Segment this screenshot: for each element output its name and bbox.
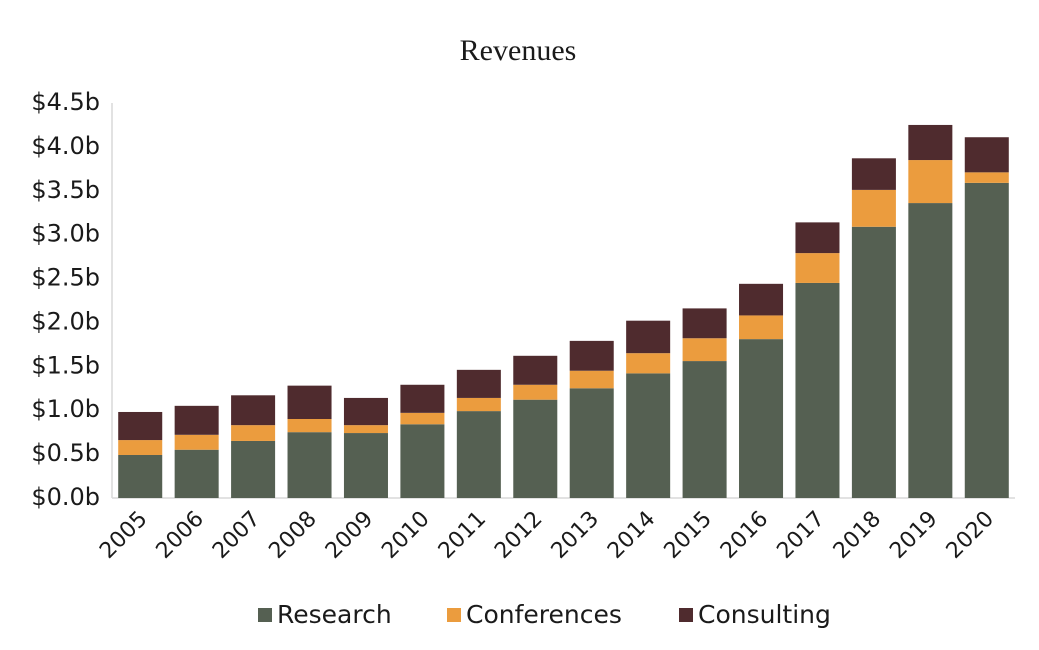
legend-swatch: [679, 608, 693, 622]
y-tick-label: $0.0b: [31, 483, 100, 511]
x-tick-label: 2009: [321, 507, 378, 564]
legend-label: Conferences: [466, 600, 622, 629]
legend-label: Research: [277, 600, 392, 629]
x-tick-label: 2013: [547, 507, 604, 564]
bar-segment: [400, 412, 445, 425]
bar-segment: [682, 338, 727, 362]
legend-swatch: [447, 608, 461, 622]
x-tick-label: 2014: [603, 507, 660, 564]
bar-segment: [231, 440, 276, 498]
bar-segment: [795, 253, 840, 283]
bar-segment: [626, 353, 671, 374]
bar-segment: [626, 373, 671, 498]
bar-segment: [400, 384, 445, 413]
chart-title: Revenues: [460, 34, 577, 67]
bar-segment: [456, 411, 501, 498]
bar-segment: [513, 384, 558, 400]
x-tick-label: 2020: [942, 507, 999, 564]
x-tick-label: 2015: [660, 507, 717, 564]
y-tick-label: $3.5b: [31, 176, 100, 204]
y-tick-label: $1.5b: [31, 351, 100, 379]
y-tick-label: $3.0b: [31, 220, 100, 248]
y-tick-label: $1.0b: [31, 395, 100, 423]
bar-segment: [287, 432, 332, 498]
bar-segment: [456, 397, 501, 412]
bar-segment: [626, 320, 671, 354]
x-tick-label: 2019: [885, 507, 942, 564]
bar-segment: [795, 222, 840, 254]
y-tick-label: $2.5b: [31, 264, 100, 292]
bar-segment: [795, 282, 840, 498]
bar-segment: [174, 434, 219, 450]
x-tick-label: 2017: [772, 507, 829, 564]
bar-segment: [964, 182, 1009, 498]
bar-segment: [739, 283, 784, 316]
bar-segment: [513, 399, 558, 498]
x-tick-label: 2011: [434, 507, 491, 564]
bar-segment: [739, 339, 784, 498]
x-tick-label: 2016: [716, 507, 773, 564]
bar-segment: [682, 308, 727, 339]
bar-segment: [964, 137, 1009, 173]
x-tick-label: 2007: [208, 507, 265, 564]
bar-segment: [231, 425, 276, 441]
bar-segment: [569, 370, 614, 389]
bar-segment: [851, 189, 896, 227]
bar-segment: [400, 424, 445, 498]
bar-segment: [908, 203, 953, 499]
legend-label: Consulting: [698, 600, 831, 629]
bar-segment: [739, 315, 784, 340]
legend-swatch: [258, 608, 272, 622]
bar-segment: [851, 158, 896, 190]
bar-segment: [908, 160, 953, 204]
bar-segment: [343, 433, 388, 498]
bar-segment: [231, 395, 276, 426]
bar-segment: [343, 425, 388, 434]
x-tick-label: 2012: [490, 507, 547, 564]
bar-segment: [851, 226, 896, 498]
bar-segment: [513, 355, 558, 385]
y-tick-label: $2.0b: [31, 307, 100, 335]
bar-segment: [287, 419, 332, 433]
bar-segment: [456, 369, 501, 398]
x-tick-label: 2008: [264, 507, 321, 564]
bar-segment: [118, 411, 163, 441]
x-tick-label: 2010: [377, 507, 434, 564]
bar-segment: [287, 385, 332, 419]
x-tick-label: 2005: [95, 507, 152, 564]
x-tick-label: 2018: [829, 507, 886, 564]
bar-segment: [118, 440, 163, 455]
y-tick-label: $4.5b: [31, 88, 100, 116]
y-tick-label: $0.5b: [31, 439, 100, 467]
bar-segment: [682, 361, 727, 498]
bar-segment: [118, 454, 163, 498]
bar-segment: [908, 124, 953, 161]
x-tick-label: 2006: [152, 507, 209, 564]
bar-segment: [343, 397, 388, 426]
bar-segment: [569, 388, 614, 498]
bar-segment: [174, 449, 219, 498]
bar-segment: [174, 405, 219, 435]
bar-segment: [569, 340, 614, 371]
bar-segment: [964, 172, 1009, 183]
y-tick-label: $4.0b: [31, 132, 100, 160]
